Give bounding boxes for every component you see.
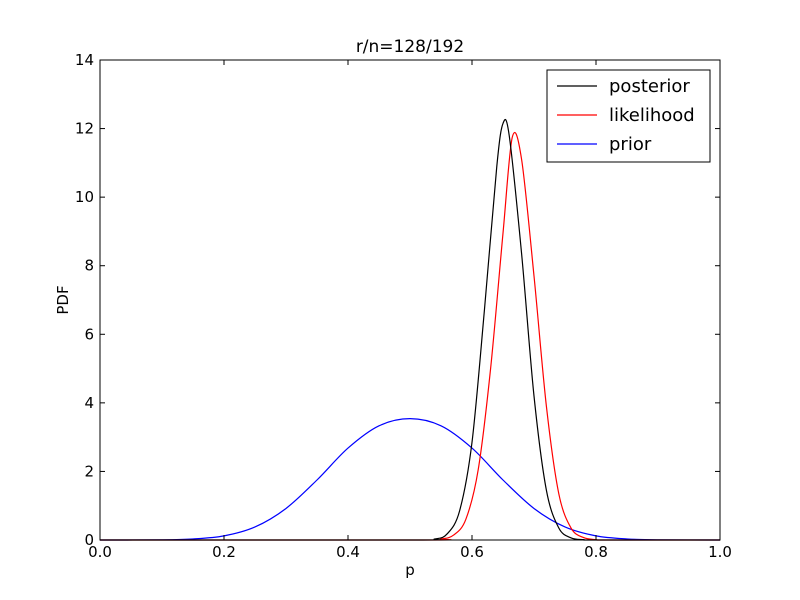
legend-label-likelihood: likelihood (609, 105, 695, 126)
y-tick-label: 0 (84, 531, 94, 549)
y-tick-label: 6 (84, 325, 94, 343)
y-axis-label: PDF (54, 285, 72, 314)
x-axis-ticks: 0.0 0.2 0.4 0.6 0.8 1.0 (88, 60, 732, 561)
x-tick-label: 0.8 (584, 543, 608, 561)
legend-label-posterior: posterior (609, 76, 690, 97)
x-tick-label: 1.0 (708, 543, 732, 561)
x-tick-label: 0.0 (88, 543, 112, 561)
chart-title: r/n=128/192 (356, 37, 464, 57)
series-line-posterior (100, 118, 720, 541)
legend-box (546, 69, 711, 163)
plot-area-frame (99, 59, 721, 541)
x-axis-label: p (405, 561, 415, 579)
y-tick-label: 10 (75, 188, 94, 206)
series-line-likelihood (100, 131, 720, 541)
legend: posterior likelihood prior (546, 69, 711, 163)
series-curves (99, 118, 721, 541)
y-tick-label: 8 (84, 257, 94, 275)
legend-label-prior: prior (609, 134, 652, 155)
y-tick-label: 12 (75, 120, 94, 138)
x-tick-label: 0.2 (212, 543, 236, 561)
y-tick-label: 14 (75, 51, 94, 69)
x-tick-label: 0.4 (336, 543, 360, 561)
series-line-prior (99, 418, 721, 541)
y-tick-label: 4 (84, 394, 94, 412)
x-tick-label: 0.6 (460, 543, 484, 561)
y-axis-ticks: 0 2 4 6 8 10 12 14 (75, 51, 720, 549)
y-tick-label: 2 (84, 462, 94, 480)
